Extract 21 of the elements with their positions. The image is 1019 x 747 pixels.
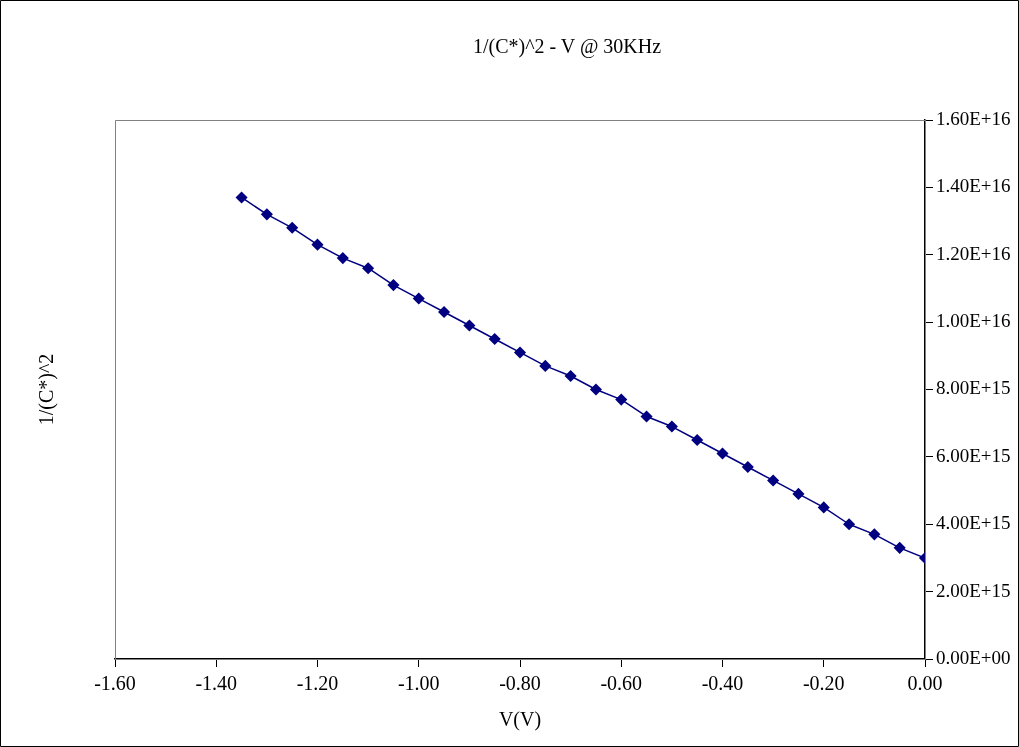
- y-tick-label: 1.60E+16: [936, 107, 1011, 129]
- y-tick-label: 8.00E+15: [936, 377, 1011, 399]
- y-axis-title: 1/(C*)^2: [35, 353, 59, 426]
- y-tick-label: 6.00E+15: [936, 444, 1011, 466]
- chart-title: 1/(C*)^2 - V @ 30KHz: [472, 35, 662, 59]
- x-tick-label: -0.20: [802, 672, 845, 695]
- y-tick-label: 1.40E+16: [936, 175, 1011, 197]
- x-tick-label: -1.20: [296, 672, 339, 695]
- x-tick-label: 0.00: [907, 672, 943, 695]
- y-tick-label: 1.00E+16: [936, 310, 1011, 332]
- x-tick-label: -0.40: [701, 672, 744, 695]
- x-tick-label: -1.40: [195, 672, 238, 695]
- x-tick-label: -0.60: [600, 672, 643, 695]
- y-tick-label: 0.00E+00: [936, 646, 1011, 668]
- y-tick-label: 1.20E+16: [936, 242, 1011, 264]
- y-tick-label: 2.00E+15: [936, 579, 1011, 601]
- y-tick-label: 4.00E+15: [936, 512, 1011, 534]
- x-tick-label: -1.60: [94, 672, 136, 695]
- x-axis-title: V(V): [498, 708, 542, 732]
- x-tick-label: -1.00: [397, 672, 440, 695]
- x-tick-label: -0.80: [499, 672, 541, 695]
